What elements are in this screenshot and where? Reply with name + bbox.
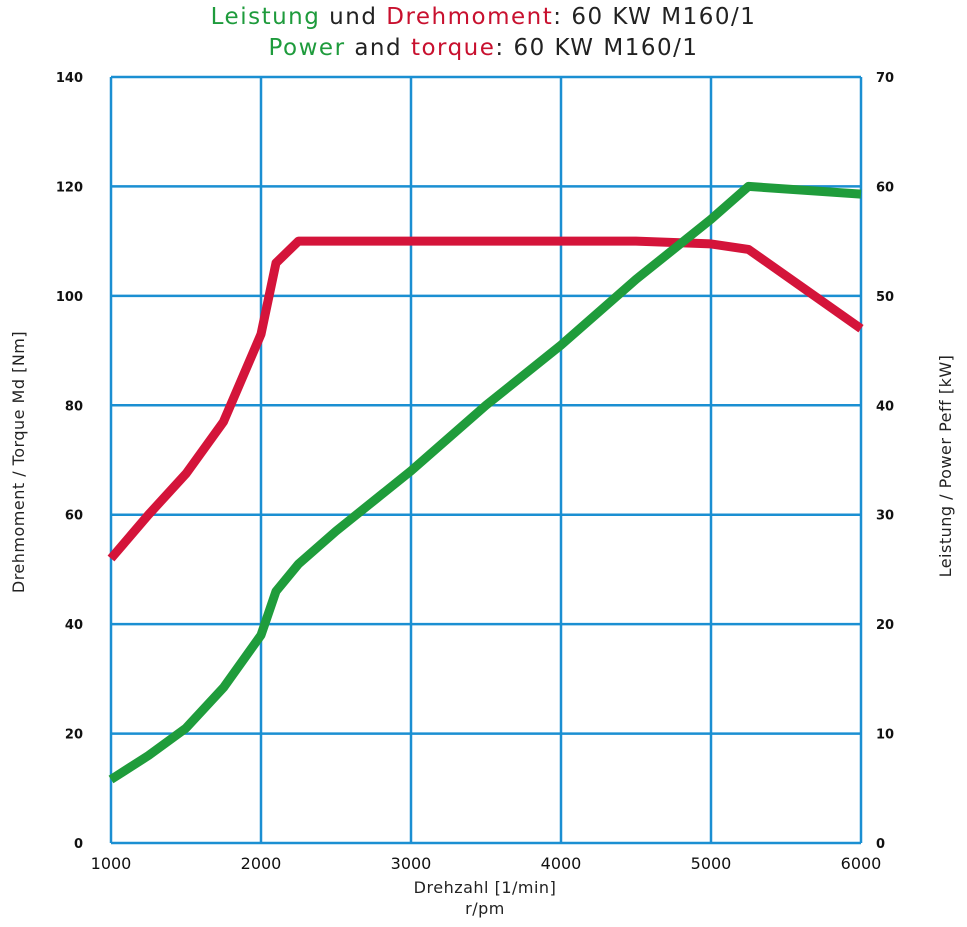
chart-grid bbox=[109, 75, 863, 845]
y-right-tick-label: 0 bbox=[876, 837, 885, 852]
title-suffix-de: : 60 KW M160/1 bbox=[553, 4, 757, 30]
y-right-tick-label: 40 bbox=[876, 399, 894, 414]
y-right-tick-label: 70 bbox=[876, 71, 894, 86]
title-word-power: Power bbox=[268, 35, 346, 61]
title-word-and: and bbox=[345, 35, 411, 61]
power-line bbox=[108, 181, 862, 784]
x-axis-label-unit: r/pm bbox=[465, 899, 505, 918]
chart-series bbox=[107, 181, 864, 784]
title-line-en: Power and torque: 60 KW M160/1 bbox=[0, 33, 967, 64]
y-left-tick-label: 60 bbox=[65, 509, 83, 524]
x-tick-label: 4000 bbox=[541, 854, 582, 873]
y-left-tick-label: 0 bbox=[74, 837, 83, 852]
title-word-drehmoment: Drehmoment bbox=[386, 4, 554, 30]
y-right-tick-label: 60 bbox=[876, 180, 894, 195]
y-axis-right-ticks: 0 10 20 30 40 50 60 70 bbox=[876, 71, 894, 852]
y-left-tick-label: 140 bbox=[56, 71, 83, 86]
y-axis-right-label: Leistung / Power Peff [kW] bbox=[936, 355, 955, 578]
x-tick-label: 2000 bbox=[241, 854, 282, 873]
title-word-und: und bbox=[320, 4, 387, 30]
chart-title: Leistung und Drehmoment: 60 KW M160/1 Po… bbox=[0, 2, 967, 64]
y-right-tick-label: 30 bbox=[876, 509, 894, 524]
title-word-leistung: Leistung bbox=[210, 4, 321, 30]
y-axis-left-ticks: 0 20 40 60 80 100 120 140 bbox=[56, 71, 83, 852]
x-tick-label: 6000 bbox=[841, 854, 882, 873]
y-right-tick-label: 50 bbox=[876, 290, 894, 305]
y-left-tick-label: 80 bbox=[65, 399, 83, 414]
y-left-tick-label: 20 bbox=[65, 728, 83, 743]
y-right-tick-label: 20 bbox=[876, 618, 894, 633]
title-line-de: Leistung und Drehmoment: 60 KW M160/1 bbox=[0, 2, 967, 33]
x-tick-label: 5000 bbox=[691, 854, 732, 873]
x-axis-label: Drehzahl [1/min] bbox=[414, 878, 557, 897]
y-axis-left-label: Drehmoment / Torque Md [Nm] bbox=[9, 331, 28, 593]
x-tick-label: 3000 bbox=[391, 854, 432, 873]
y-left-tick-label: 100 bbox=[56, 290, 83, 305]
y-right-tick-label: 10 bbox=[876, 728, 894, 743]
x-axis-ticks: 1000 2000 3000 4000 5000 6000 bbox=[91, 854, 882, 873]
torque-line bbox=[107, 236, 864, 562]
x-tick-label: 1000 bbox=[91, 854, 132, 873]
y-left-tick-label: 120 bbox=[56, 180, 83, 195]
title-word-torque: torque bbox=[410, 35, 496, 61]
title-suffix-en: : 60 KW M160/1 bbox=[495, 35, 699, 61]
y-left-tick-label: 40 bbox=[65, 618, 83, 633]
